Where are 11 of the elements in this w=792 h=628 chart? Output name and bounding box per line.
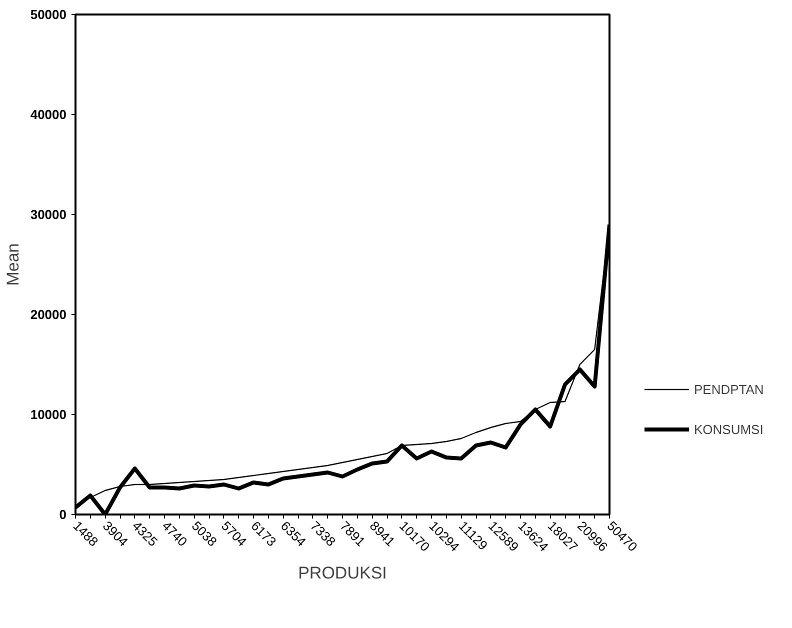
y-tick-label: 50000 <box>30 7 67 22</box>
y-tick-label: 40000 <box>30 107 67 122</box>
x-tick-label: 4740 <box>159 518 190 550</box>
x-axis-title: PRODUKSI <box>298 563 387 582</box>
legend-label: PENDPTAN <box>694 382 764 396</box>
y-tick-label: 0 <box>59 507 67 522</box>
y-tick-label: 10000 <box>30 407 67 422</box>
y-tick-label: 30000 <box>30 207 67 222</box>
y-tick-label: 20000 <box>30 307 67 322</box>
y-axis-title: Mean <box>3 243 22 286</box>
legend-label: KONSUMSI <box>694 422 764 436</box>
